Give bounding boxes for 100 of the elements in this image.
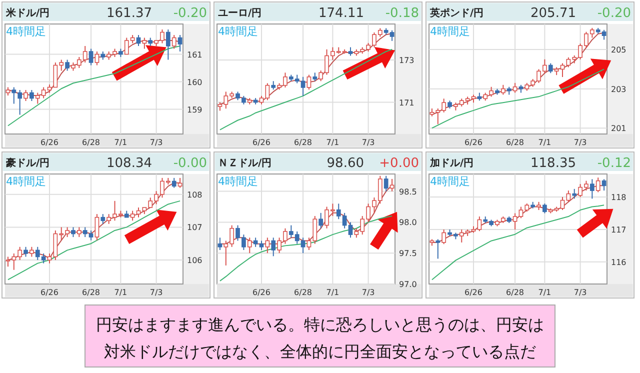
candlestick: [318, 212, 324, 229]
chart-subtitle: 4時間足: [6, 175, 46, 188]
chart-subtitle: 4時間足: [218, 25, 258, 38]
line-series: [431, 68, 605, 129]
candlestick: [259, 240, 264, 251]
chart-subtitle: 4時間足: [218, 175, 258, 188]
x-tick-label: 7/3: [574, 288, 587, 297]
candlestick: [30, 90, 34, 102]
text: 対米ドルだけではなく、全体的に円全面安となっている点だ: [104, 342, 536, 361]
x-tick-label: 6/26: [464, 138, 482, 147]
chart-subtitle: 4時間足: [6, 25, 46, 38]
candlestick: [136, 34, 141, 46]
candlestick: [24, 90, 28, 102]
y-tick-label: 117: [611, 225, 626, 234]
candlestick: [265, 82, 270, 101]
x-tick-label: 7/3: [574, 138, 587, 147]
y-tick-label: 97.5: [399, 249, 417, 258]
text: +0.00: [379, 156, 419, 171]
candlestick: [542, 203, 547, 214]
candlestick: [47, 252, 52, 264]
y-tick-label: 116: [611, 258, 626, 267]
x-tick-label: 6/28: [506, 288, 524, 297]
x-tick-label: 6/28: [506, 138, 524, 147]
candlestick: [442, 228, 446, 245]
y-tick-label: 97.0: [399, 280, 417, 289]
x-tick-label: 6/26: [464, 288, 482, 297]
y-tick-label: 160: [187, 78, 202, 87]
x-tick-label: 6/28: [294, 288, 312, 297]
x-tick-label: 6/28: [294, 138, 312, 147]
candlestick: [596, 177, 600, 193]
candlestick: [172, 34, 176, 50]
y-tick-label: 98.5: [399, 187, 417, 196]
y-tick-label: 98.0: [399, 218, 417, 228]
candlestick: [306, 74, 312, 90]
x-tick-label: 6/26: [252, 288, 270, 297]
candlestick: [76, 226, 82, 238]
text: 205.71: [530, 6, 576, 21]
x-tick-label: 6/28: [82, 138, 100, 147]
candlestick: [71, 226, 76, 238]
line-series: [7, 200, 181, 280]
candlestick: [512, 82, 518, 94]
line-series: [219, 48, 393, 130]
candlestick: [24, 246, 28, 258]
x-tick-label: 6/26: [40, 138, 58, 147]
candlestick: [65, 59, 70, 72]
candlestick: [348, 222, 353, 238]
x-tick-label: 7/3: [362, 138, 375, 147]
x-tick-label: 6/26: [40, 288, 58, 297]
x-tick-label: 7/1: [114, 138, 128, 147]
y-tick-label: 118: [611, 193, 626, 202]
text: 98.60: [326, 156, 364, 171]
candlestick: [130, 210, 135, 222]
y-tick-label: 107: [187, 223, 202, 232]
x-tick-label: 7/1: [538, 288, 552, 297]
x-tick-label: 7/1: [326, 138, 340, 147]
candlestick: [100, 214, 106, 224]
candlestick: [572, 188, 577, 200]
text: 174.11: [318, 6, 364, 21]
chart-title: 英ポンド/円: [429, 7, 484, 19]
candlestick: [500, 84, 506, 96]
y-tick-label: 159: [187, 105, 202, 114]
text: 円安はますます進んでいる。特に恐ろしいと思うのは、円安は: [96, 315, 544, 334]
candlestick: [602, 178, 606, 192]
candlestick: [384, 175, 388, 192]
candlestick: [136, 206, 141, 218]
candlestick: [560, 196, 565, 211]
chart-title: ユーロ/円: [218, 8, 262, 19]
candlestick: [247, 237, 252, 254]
chart-subtitle: 4時間足: [430, 25, 470, 38]
candlestick: [265, 237, 270, 254]
y-tick-label: 201: [611, 124, 626, 134]
candlestick: [30, 246, 34, 258]
x-tick-label: 7/1: [538, 138, 552, 147]
x-tick-label: 6/26: [252, 138, 270, 147]
candlestick: [590, 178, 594, 200]
text: -0.18: [385, 6, 419, 21]
text: -0.12: [597, 156, 631, 171]
candlestick: [271, 237, 276, 257]
chart-subtitle: 4時間足: [430, 175, 470, 188]
text: 161.37: [106, 6, 152, 21]
y-tick-label: 203: [611, 84, 626, 94]
x-tick-label: 7/1: [114, 288, 128, 297]
candlestick: [566, 190, 571, 202]
line-series: [431, 204, 605, 280]
chart-title: ＮＺドル/円: [218, 158, 272, 169]
candlestick: [88, 48, 94, 66]
chart-title: 加ドル/円: [429, 157, 474, 169]
candlestick: [178, 34, 182, 52]
x-tick-label: 7/3: [150, 138, 163, 147]
candlestick: [94, 51, 100, 66]
text: -0.00: [173, 156, 207, 171]
text: -0.20: [597, 6, 631, 21]
x-tick-label: 7/3: [150, 288, 163, 297]
y-tick-label: 171: [399, 98, 414, 108]
candlestick: [548, 62, 553, 74]
candlestick: [142, 37, 147, 50]
y-tick-label: 161: [187, 50, 202, 60]
candlestick: [477, 216, 482, 232]
x-tick-label: 7/1: [326, 288, 340, 297]
chart-title: 米ドル/円: [5, 7, 50, 19]
